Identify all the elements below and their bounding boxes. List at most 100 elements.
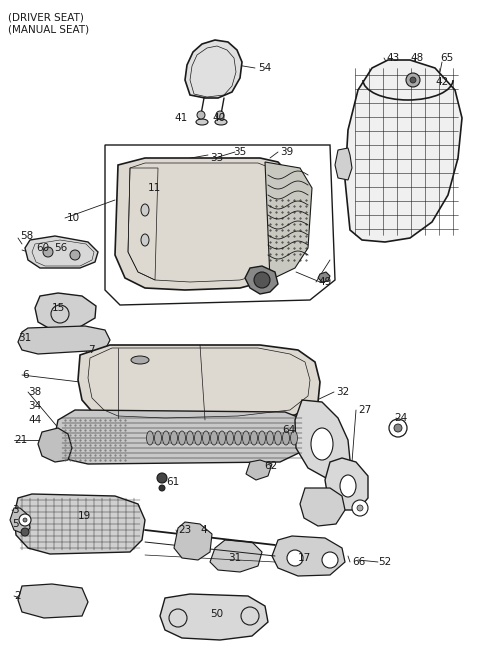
Text: 64: 64 — [282, 425, 295, 435]
Text: 40: 40 — [212, 113, 225, 123]
Circle shape — [287, 550, 303, 566]
Circle shape — [70, 250, 80, 260]
Text: 34: 34 — [28, 401, 41, 411]
Circle shape — [406, 73, 420, 87]
Polygon shape — [295, 400, 350, 478]
Text: 31: 31 — [18, 333, 31, 343]
Polygon shape — [265, 162, 312, 280]
Text: 31: 31 — [228, 553, 241, 563]
Ellipse shape — [170, 431, 178, 445]
Ellipse shape — [218, 431, 226, 445]
Text: 5: 5 — [12, 519, 19, 529]
Text: 3: 3 — [12, 505, 19, 515]
Polygon shape — [38, 428, 72, 462]
Polygon shape — [174, 522, 212, 560]
Circle shape — [254, 272, 270, 288]
Text: 2: 2 — [14, 591, 21, 601]
Polygon shape — [55, 410, 310, 464]
Text: 65: 65 — [440, 53, 453, 63]
Text: 19: 19 — [78, 511, 91, 521]
Polygon shape — [345, 60, 462, 242]
Text: 61: 61 — [166, 477, 179, 487]
Ellipse shape — [259, 431, 265, 445]
Text: 62: 62 — [264, 461, 277, 471]
Text: 44: 44 — [28, 415, 41, 425]
Ellipse shape — [290, 431, 298, 445]
Text: 32: 32 — [336, 387, 349, 397]
Ellipse shape — [242, 431, 250, 445]
Polygon shape — [246, 460, 272, 480]
Ellipse shape — [235, 431, 241, 445]
Polygon shape — [160, 594, 268, 640]
Circle shape — [357, 505, 363, 511]
Circle shape — [159, 485, 165, 491]
Text: 49: 49 — [318, 277, 331, 287]
Circle shape — [43, 247, 53, 257]
Circle shape — [21, 528, 29, 536]
Polygon shape — [14, 494, 145, 554]
Polygon shape — [210, 540, 262, 572]
Polygon shape — [25, 236, 98, 268]
Ellipse shape — [163, 431, 169, 445]
Ellipse shape — [141, 234, 149, 246]
Text: 54: 54 — [258, 63, 271, 73]
Text: 39: 39 — [280, 147, 293, 157]
Ellipse shape — [155, 431, 161, 445]
Ellipse shape — [131, 356, 149, 364]
Ellipse shape — [266, 431, 274, 445]
Polygon shape — [325, 458, 368, 510]
Ellipse shape — [215, 119, 227, 125]
Ellipse shape — [196, 119, 208, 125]
Ellipse shape — [211, 431, 217, 445]
Text: 41: 41 — [174, 113, 187, 123]
Circle shape — [216, 111, 224, 119]
Circle shape — [157, 473, 167, 483]
Text: 23: 23 — [178, 525, 191, 535]
Ellipse shape — [146, 431, 154, 445]
Text: 7: 7 — [88, 345, 95, 355]
Ellipse shape — [283, 431, 289, 445]
Ellipse shape — [194, 431, 202, 445]
Text: 10: 10 — [67, 213, 80, 223]
Polygon shape — [318, 272, 330, 282]
Polygon shape — [272, 536, 345, 576]
Polygon shape — [300, 488, 345, 526]
Ellipse shape — [340, 475, 356, 497]
Text: (MANUAL SEAT): (MANUAL SEAT) — [8, 24, 89, 34]
Text: 52: 52 — [378, 557, 391, 567]
Polygon shape — [245, 266, 278, 294]
Text: 4: 4 — [200, 525, 206, 535]
Circle shape — [19, 514, 31, 526]
Ellipse shape — [203, 431, 209, 445]
Ellipse shape — [227, 431, 233, 445]
Ellipse shape — [275, 431, 281, 445]
Text: 60: 60 — [36, 243, 49, 253]
Text: 21: 21 — [14, 435, 27, 445]
Polygon shape — [185, 40, 242, 98]
Text: 11: 11 — [148, 183, 161, 193]
Ellipse shape — [141, 204, 149, 216]
Text: 35: 35 — [233, 147, 246, 157]
Text: 50: 50 — [210, 609, 223, 619]
Text: (DRIVER SEAT): (DRIVER SEAT) — [8, 12, 84, 22]
Ellipse shape — [311, 428, 333, 460]
Text: 15: 15 — [52, 303, 65, 313]
Text: 33: 33 — [210, 153, 223, 163]
Polygon shape — [18, 326, 110, 354]
Ellipse shape — [187, 431, 193, 445]
Text: 6: 6 — [22, 370, 29, 380]
Polygon shape — [78, 345, 320, 425]
Text: 56: 56 — [54, 243, 67, 253]
Circle shape — [322, 552, 338, 568]
Text: 48: 48 — [410, 53, 423, 63]
Circle shape — [389, 419, 407, 437]
Text: 66: 66 — [352, 557, 365, 567]
Circle shape — [197, 111, 205, 119]
Polygon shape — [35, 293, 96, 330]
Text: 58: 58 — [20, 231, 33, 241]
Polygon shape — [18, 584, 88, 618]
Circle shape — [410, 77, 416, 83]
Text: 24: 24 — [394, 413, 407, 423]
Polygon shape — [10, 508, 30, 534]
Circle shape — [23, 518, 27, 522]
